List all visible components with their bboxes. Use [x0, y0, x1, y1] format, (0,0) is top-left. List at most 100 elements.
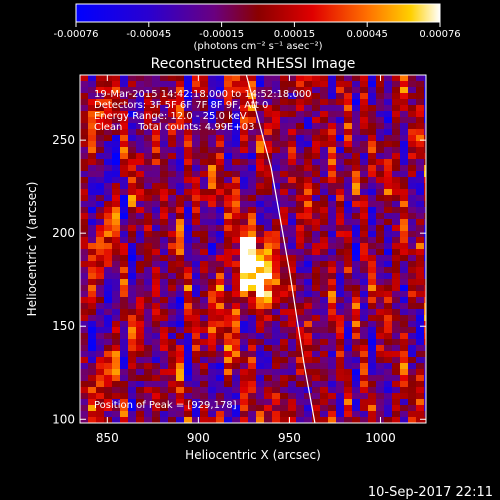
heatmap-cell — [88, 135, 97, 142]
heatmap-cell — [144, 387, 153, 394]
heatmap-cell — [400, 315, 409, 322]
heatmap-cell — [152, 321, 161, 328]
heatmap-cell — [160, 207, 169, 214]
heatmap-cell — [408, 249, 417, 256]
heatmap-cell — [112, 309, 121, 316]
heatmap-cell — [320, 75, 329, 82]
heatmap-cell — [280, 255, 289, 262]
heatmap-cell — [232, 165, 241, 172]
heatmap-cell — [336, 129, 345, 136]
heatmap-cell — [104, 309, 113, 316]
heatmap-cell — [368, 105, 377, 112]
heatmap-cell — [424, 213, 426, 220]
heatmap-cell — [328, 147, 337, 154]
heatmap-cell — [184, 417, 193, 423]
heatmap-cell — [288, 183, 297, 190]
heatmap-cell — [192, 417, 201, 423]
heatmap-cell — [328, 405, 337, 412]
heatmap-cell — [304, 387, 313, 394]
heatmap-cell — [184, 219, 193, 226]
heatmap-cell — [424, 363, 426, 370]
heatmap-cell — [152, 303, 161, 310]
heatmap-cell — [264, 75, 273, 82]
heatmap-cell — [328, 153, 337, 160]
heatmap-cell — [176, 297, 185, 304]
heatmap-cell — [184, 183, 193, 190]
heatmap-cell — [392, 339, 401, 346]
heatmap-cell — [392, 333, 401, 340]
heatmap-cell — [128, 351, 137, 358]
heatmap-cell — [352, 261, 361, 268]
heatmap-cell — [160, 117, 169, 124]
heatmap-cell — [200, 315, 209, 322]
heatmap-cell — [424, 321, 426, 328]
heatmap-cell — [400, 87, 409, 94]
heatmap-cell — [280, 75, 289, 82]
heatmap-cell — [176, 345, 185, 352]
heatmap-cell — [144, 201, 153, 208]
heatmap-cell — [384, 201, 393, 208]
heatmap-cell — [160, 177, 169, 184]
heatmap-cell — [176, 315, 185, 322]
heatmap-cell — [144, 243, 153, 250]
heatmap-cell — [224, 159, 233, 166]
heatmap-cell — [304, 417, 313, 423]
heatmap-cell — [416, 357, 425, 364]
heatmap-cell — [304, 279, 313, 286]
heatmap-cell — [232, 267, 241, 274]
heatmap-cell — [176, 351, 185, 358]
heatmap-cell — [224, 393, 233, 400]
colorbar-tick-label: 0.00076 — [419, 29, 460, 40]
heatmap-cell — [96, 405, 105, 412]
heatmap-cell — [344, 177, 353, 184]
heatmap-cell — [360, 273, 369, 280]
heatmap-cell — [352, 285, 361, 292]
heatmap-cell — [88, 105, 97, 112]
heatmap-cell — [296, 399, 305, 406]
heatmap-cell — [352, 303, 361, 310]
heatmap-cell — [264, 345, 273, 352]
heatmap-cell — [192, 375, 201, 382]
heatmap-cell — [360, 261, 369, 268]
heatmap-cell — [120, 75, 129, 82]
heatmap-cell — [88, 357, 97, 364]
heatmap-cell — [312, 285, 321, 292]
heatmap-cell — [176, 213, 185, 220]
heatmap-cell — [408, 387, 417, 394]
heatmap-cell — [136, 207, 145, 214]
heatmap-cell — [280, 327, 289, 334]
heatmap-cell — [376, 237, 385, 244]
heatmap-cell — [288, 123, 297, 130]
heatmap-cell — [176, 99, 185, 106]
heatmap-cell — [272, 123, 281, 130]
heatmap-cell — [152, 165, 161, 172]
heatmap-cell — [160, 147, 169, 154]
heatmap-cell — [96, 81, 105, 88]
heatmap-cell — [272, 201, 281, 208]
heatmap-cell — [296, 225, 305, 232]
heatmap-cell — [136, 255, 145, 262]
heatmap-cell — [112, 135, 121, 142]
heatmap-cell — [304, 285, 313, 292]
heatmap-cell — [384, 87, 393, 94]
heatmap-cell — [88, 321, 97, 328]
heatmap-cell — [192, 357, 201, 364]
heatmap-cell — [240, 99, 249, 106]
heatmap-cell — [168, 345, 177, 352]
heatmap-cell — [128, 93, 137, 100]
heatmap-cell — [352, 189, 361, 196]
heatmap-cell — [392, 417, 401, 423]
heatmap-cell — [248, 405, 257, 412]
heatmap-cell — [352, 393, 361, 400]
heatmap-cell — [296, 195, 305, 202]
heatmap-cell — [304, 201, 313, 208]
heatmap-cell — [272, 249, 281, 256]
heatmap-cell — [120, 267, 129, 274]
heatmap-cell — [272, 399, 281, 406]
heatmap-cell — [184, 303, 193, 310]
heatmap-cell — [304, 249, 313, 256]
heatmap-cell — [272, 393, 281, 400]
heatmap-cell — [136, 189, 145, 196]
heatmap-cell — [184, 279, 193, 286]
heatmap-cell — [112, 243, 121, 250]
